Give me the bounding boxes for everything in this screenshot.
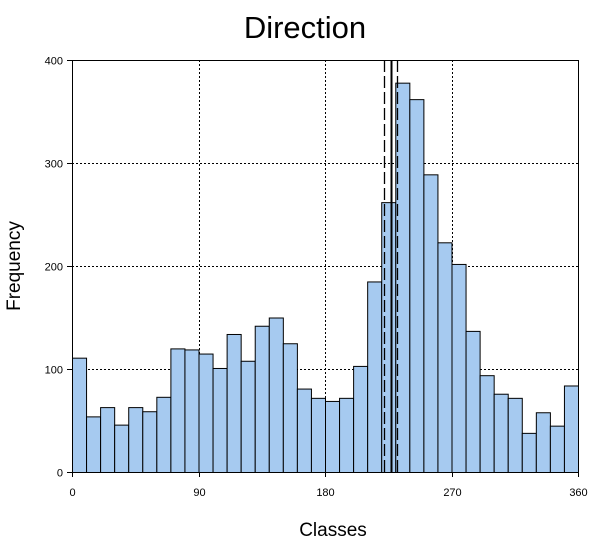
histogram-bar (507, 397, 523, 473)
x-tick-label: 270 (443, 487, 461, 499)
histogram-bar (535, 412, 551, 474)
bars (72, 82, 580, 474)
x-tick-label: 0 (69, 487, 75, 499)
histogram-bar (212, 367, 228, 473)
y-tick-label: 200 (45, 262, 63, 274)
histogram-bar (226, 333, 242, 474)
histogram-bar (254, 325, 270, 473)
histogram-bar (521, 432, 537, 473)
reference-lines (383, 60, 399, 472)
histogram-bar (493, 393, 509, 473)
histogram-bar (86, 416, 102, 474)
histogram-bar (296, 388, 312, 474)
histogram-bar (184, 349, 200, 473)
histogram-bar (549, 425, 565, 473)
axis-ticks: 0 90 180 270 360 0 100 200 300 400 (45, 56, 588, 500)
histogram-bar (479, 375, 495, 473)
histogram-bar (325, 400, 341, 473)
histogram-bar (423, 174, 439, 474)
grid-lines (72, 60, 578, 472)
histogram-bar (282, 343, 298, 473)
y-tick-label: 0 (57, 468, 63, 480)
x-tick-label: 90 (193, 487, 205, 499)
y-axis-title: Frequency (4, 221, 25, 311)
histogram-bar (268, 317, 284, 473)
histogram-bar (339, 397, 355, 473)
histogram-bar (100, 407, 116, 473)
histogram-bar (465, 330, 481, 474)
histogram-bar (114, 424, 130, 473)
y-tick-label: 400 (45, 56, 63, 68)
histogram-bar (437, 242, 453, 473)
histogram-bar (563, 385, 580, 474)
x-tick-label: 360 (569, 487, 587, 499)
histogram-bar (409, 99, 425, 473)
chart-title: Direction (244, 10, 366, 45)
histogram-bar (367, 281, 383, 474)
histogram-bar (72, 357, 88, 474)
histogram-bar (310, 397, 327, 473)
histogram-bar (156, 396, 172, 473)
histogram-bar (451, 263, 467, 473)
histogram-bar (128, 407, 144, 473)
histogram-bar (381, 202, 397, 473)
histogram-bar (142, 411, 158, 474)
y-tick-label: 100 (45, 365, 63, 377)
histogram-bar (353, 365, 369, 473)
y-tick-label: 300 (45, 159, 63, 171)
histogram-bar (240, 360, 256, 474)
x-axis-title: Classes (299, 520, 367, 541)
histogram-bar (198, 353, 214, 473)
histogram-bar (170, 348, 186, 473)
x-tick-label: 180 (316, 487, 334, 499)
